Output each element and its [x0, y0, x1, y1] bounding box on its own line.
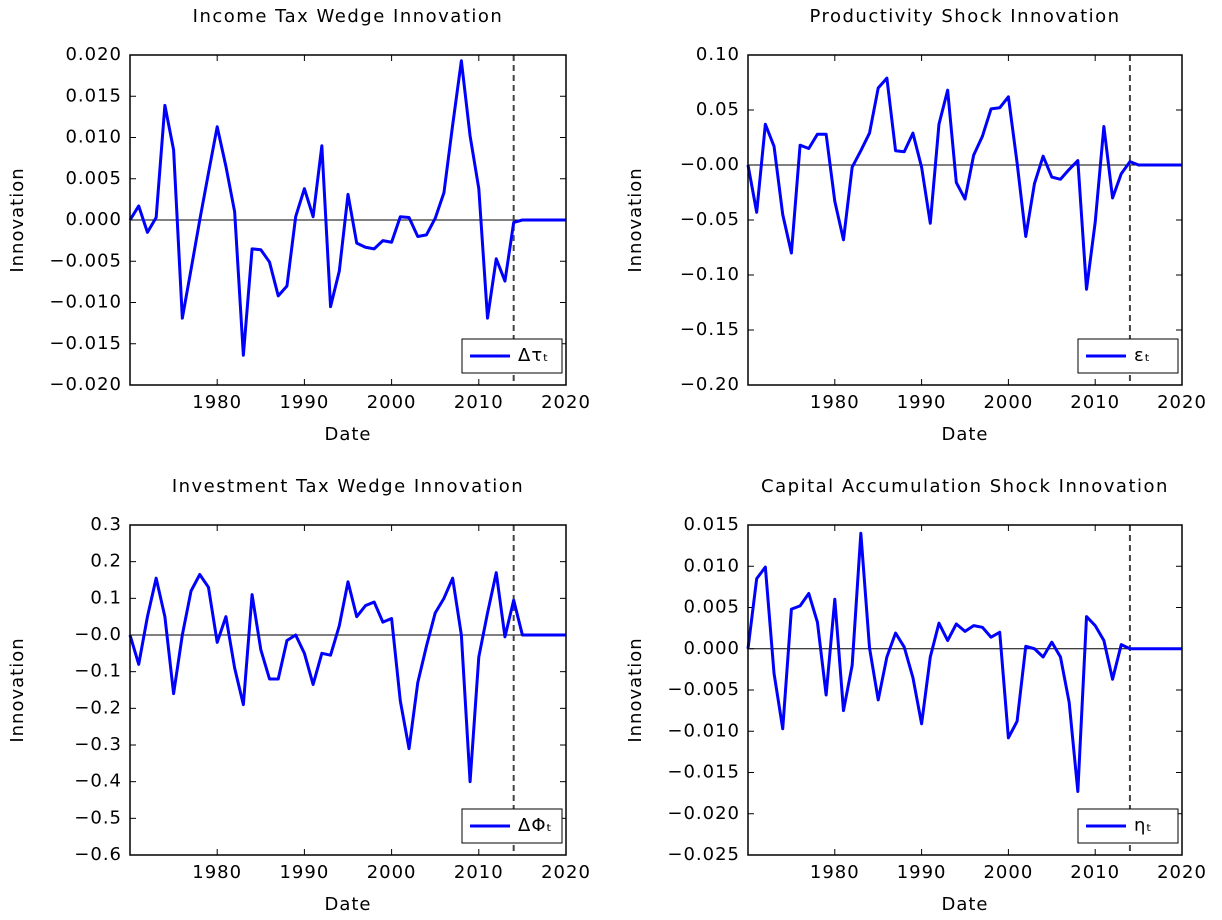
y-tick-label: 0.010: [683, 555, 740, 576]
y-tick-label: −0.005: [49, 250, 122, 271]
x-tick-label: 2010: [1070, 862, 1120, 883]
x-tick-label: 2000: [983, 862, 1033, 883]
y-tick-label: 0.005: [683, 597, 740, 618]
x-axis-label: Date: [324, 424, 371, 445]
axes-frame: [747, 54, 1183, 386]
y-axis-label: Innovation: [7, 167, 28, 272]
y-axis-label: Innovation: [625, 637, 646, 742]
x-axis-label: Date: [941, 424, 988, 445]
x-axis-label: Date: [324, 894, 371, 915]
y-tick-label: −0.05: [680, 209, 740, 230]
subplot: Investment Tax Wedge Innovation Date Innov…: [7, 476, 591, 915]
subplot: Income Tax Wedge Innovation Date Innovatio…: [7, 6, 591, 445]
legend-label: Δτₜ: [518, 345, 549, 366]
y-tick-label: 0.2: [90, 551, 122, 572]
y-tick-label: −0.010: [667, 720, 740, 741]
series-line: [128, 59, 566, 357]
y-tick-label: 0.05: [696, 99, 740, 120]
x-tick-label: 2020: [1157, 392, 1207, 413]
x-tick-label: 2000: [367, 862, 417, 883]
subplot-title: Capital Accumulation Shock Innovation: [761, 476, 1169, 497]
y-tick-label: −0.15: [680, 319, 740, 340]
x-tick-label: 1990: [897, 392, 947, 413]
y-tick-label: −0.0: [74, 624, 122, 645]
subplot: Productivity Shock Innovation Date Innovat…: [625, 6, 1207, 445]
y-tick-label: −0.5: [74, 807, 122, 828]
axes-frame: [129, 54, 567, 386]
y-axis-label: Innovation: [625, 167, 646, 272]
y-tick-label: −0.020: [667, 803, 740, 824]
y-tick-label: −0.025: [667, 844, 740, 865]
y-tick-label: 0.10: [696, 44, 740, 65]
legend: Δτₜ: [461, 338, 563, 374]
x-tick-label: 2010: [454, 862, 504, 883]
x-tick-label: 2000: [367, 392, 417, 413]
legend: ΔΦₜ: [461, 808, 563, 844]
x-tick-label: 2020: [1157, 862, 1207, 883]
subplot: Capital Accumulation Shock Innovation Dat…: [625, 476, 1207, 915]
y-tick-label: 0.015: [65, 85, 122, 106]
subplot-title: Productivity Shock Innovation: [809, 6, 1120, 27]
legend-box: [1077, 808, 1179, 844]
y-tick-label: −0.015: [667, 762, 740, 783]
x-tick-label: 1990: [279, 862, 329, 883]
y-tick-label: 0.000: [683, 638, 740, 659]
y-tick-label: −0.3: [74, 734, 122, 755]
legend-label: ΔΦₜ: [518, 815, 553, 836]
y-axis-label: Innovation: [7, 637, 28, 742]
axes-frame: [129, 524, 567, 856]
y-tick-label: −0.1: [74, 661, 122, 682]
legend-label: ηₜ: [1134, 815, 1153, 836]
y-tick-label: 0.000: [65, 209, 122, 230]
y-tick-label: −0.020: [49, 374, 122, 395]
series-line: [128, 571, 566, 784]
legend: ηₜ: [1077, 808, 1179, 844]
x-tick-label: 1980: [810, 862, 860, 883]
x-tick-label: 1980: [192, 862, 242, 883]
y-tick-label: −0.10: [680, 264, 740, 285]
y-tick-label: −0.4: [74, 771, 122, 792]
series-line: [746, 76, 1182, 291]
x-tick-label: 1980: [810, 392, 860, 413]
subplot-title: Investment Tax Wedge Innovation: [172, 476, 524, 497]
x-tick-label: 1990: [279, 392, 329, 413]
y-tick-label: −0.00: [680, 154, 740, 175]
x-tick-label: 2000: [983, 392, 1033, 413]
subplot-title: Income Tax Wedge Innovation: [193, 6, 504, 27]
y-tick-label: −0.010: [49, 292, 122, 313]
y-tick-label: 0.020: [65, 44, 122, 65]
legend: εₜ: [1077, 338, 1179, 374]
legend-label: εₜ: [1134, 345, 1151, 366]
y-tick-label: 0.015: [683, 514, 740, 535]
y-tick-label: 0.3: [90, 514, 122, 535]
y-tick-label: −0.2: [74, 697, 122, 718]
y-tick-label: −0.005: [667, 679, 740, 700]
x-tick-label: 2010: [454, 392, 504, 413]
y-tick-label: −0.20: [680, 374, 740, 395]
y-tick-label: −0.6: [74, 844, 122, 865]
x-tick-label: 1990: [897, 862, 947, 883]
x-tick-label: 1980: [192, 392, 242, 413]
series-line: [746, 531, 1182, 793]
x-tick-label: 2020: [541, 392, 591, 413]
x-axis-label: Date: [941, 894, 988, 915]
x-tick-label: 2020: [541, 862, 591, 883]
axes-frame: [747, 524, 1183, 856]
y-tick-label: −0.015: [49, 333, 122, 354]
y-tick-label: 0.010: [65, 127, 122, 148]
y-tick-label: 0.005: [65, 168, 122, 189]
x-tick-label: 2010: [1070, 392, 1120, 413]
y-tick-label: 0.1: [90, 587, 122, 608]
